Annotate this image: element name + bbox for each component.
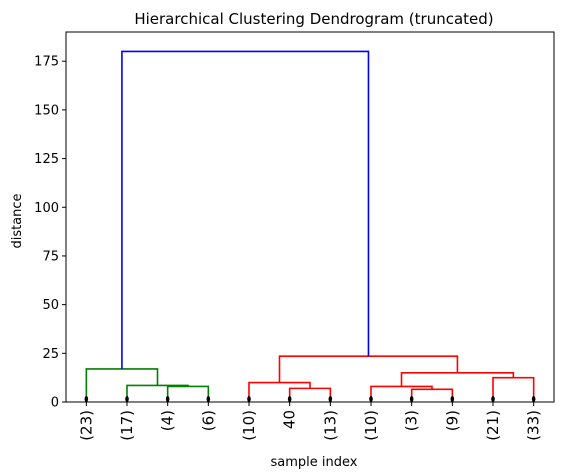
- leaf-marker-3: [206, 396, 211, 402]
- plot-area: [84, 50, 536, 402]
- leaf-marker-8: [409, 396, 414, 402]
- leaf-label-1: (17): [118, 410, 136, 441]
- leaf-marker-11: [531, 396, 536, 402]
- leaf-label-0: (23): [77, 410, 95, 441]
- leaf-label-11: (33): [525, 410, 543, 441]
- y-tick-label-0: 0: [51, 396, 59, 411]
- plot-frame: [65, 31, 555, 403]
- leaf-marker-6: [328, 396, 333, 402]
- dendrogram-link-3: [288, 387, 332, 402]
- x-axis-ticks: (23) (17) (4) (6) (10) 40 (13) (10) (3) (9) (21) (3…: [77, 402, 543, 441]
- leaf-marker-7: [369, 396, 373, 402]
- dendrogram-link-4: [248, 381, 311, 402]
- leaf-label-8: (3): [403, 410, 421, 431]
- dendrogram-link-10: [121, 50, 370, 369]
- leaf-label-9: (9): [443, 410, 461, 431]
- leaf-marker-0: [84, 396, 89, 402]
- dendrogram-link-1: [126, 384, 189, 402]
- dendrogram-link-9: [278, 355, 459, 383]
- y-tick-label-5: 125: [34, 152, 59, 167]
- y-axis-ticks: 0 25 50 75 100 125 150 175: [34, 55, 66, 411]
- leaf-label-5: 40: [281, 410, 299, 429]
- leaf-label-2: (4): [159, 410, 177, 431]
- leaf-label-10: (21): [484, 410, 502, 441]
- leaf-label-3: (6): [199, 410, 217, 431]
- y-tick-label-2: 50: [42, 298, 59, 313]
- leaf-marker-1: [125, 396, 129, 402]
- dendrogram-link-2: [85, 368, 159, 402]
- x-axis-label: sample index: [271, 455, 358, 470]
- chart-title: Hierarchical Clustering Dendrogram (trun…: [134, 10, 493, 28]
- leaf-marker-10: [491, 396, 495, 402]
- y-tick-label-1: 25: [42, 347, 59, 362]
- leaf-label-4: (10): [240, 410, 258, 441]
- y-tick-label-4: 100: [34, 201, 59, 216]
- dendrogram-link-8: [400, 371, 515, 387]
- leaf-marker-9: [450, 396, 455, 402]
- leaf-marker-2: [165, 396, 170, 402]
- leaf-label-6: (13): [321, 410, 339, 441]
- dendrogram-link-5: [410, 388, 454, 402]
- dendrogram-link-0: [166, 385, 210, 402]
- y-axis-label: distance: [10, 193, 25, 248]
- leaf-label-7: (10): [362, 410, 380, 441]
- leaf-marker-5: [287, 396, 292, 402]
- y-tick-label-7: 175: [34, 55, 59, 70]
- y-tick-label-6: 150: [34, 103, 59, 118]
- dendrogram-link-7: [492, 376, 535, 402]
- y-tick-label-3: 75: [42, 249, 59, 264]
- leaf-marker-4: [247, 396, 251, 402]
